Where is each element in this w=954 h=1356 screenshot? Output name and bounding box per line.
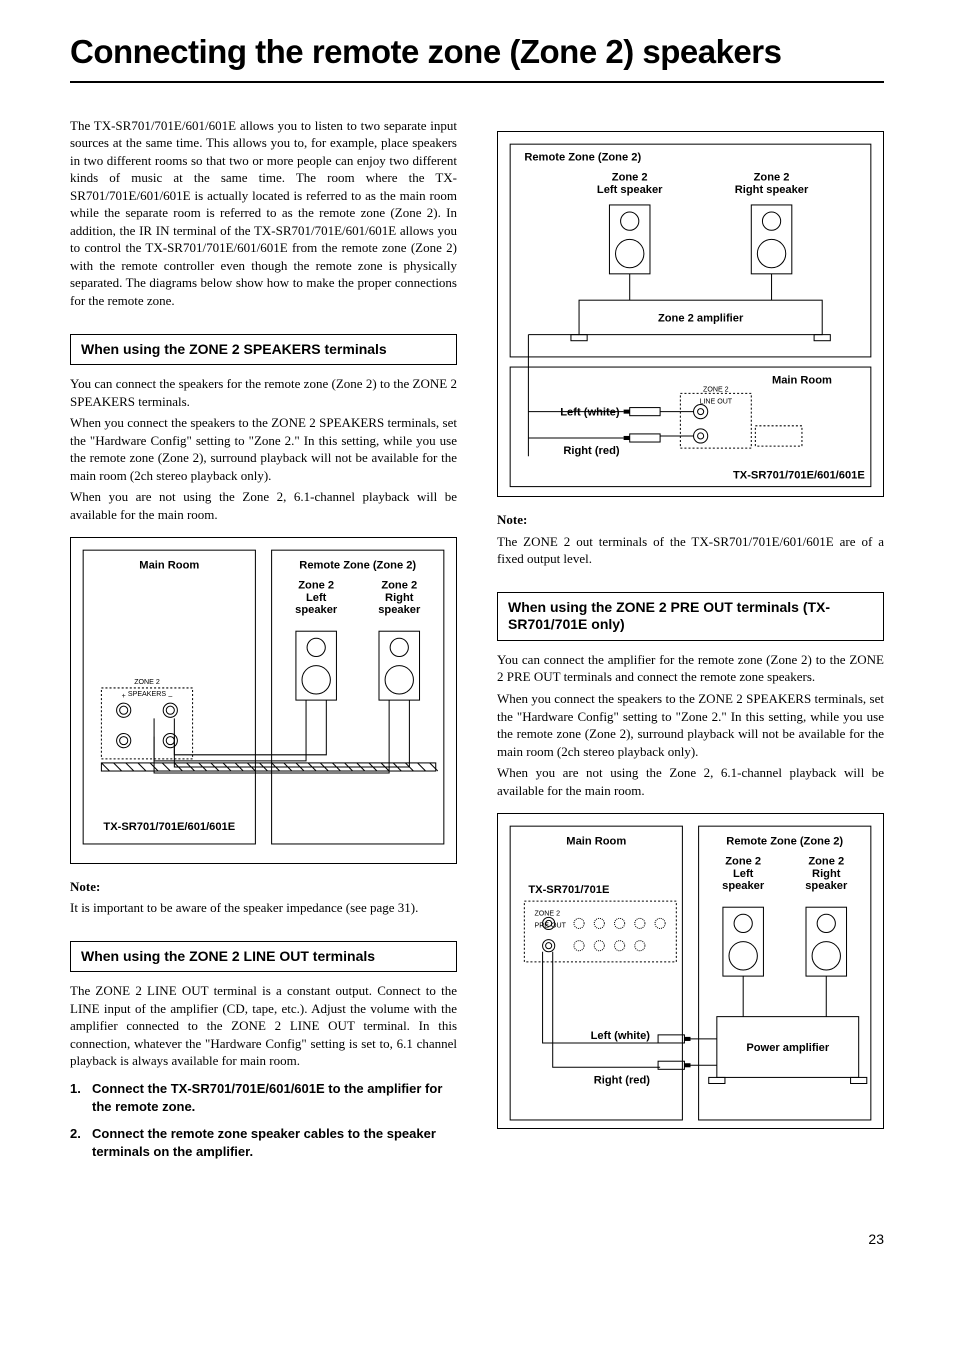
svg-text:TX-SR701/701E/601/601E: TX-SR701/701E/601/601E [103, 821, 235, 833]
section3-p1: You can connect the amplifier for the re… [497, 651, 884, 686]
note2-text: The ZONE 2 out terminals of the TX-SR701… [497, 533, 884, 568]
page-number: 23 [70, 1230, 884, 1249]
left-column: The TX-SR701/701E/601/601E allows you to… [70, 117, 457, 1171]
section2-p1: The ZONE 2 LINE OUT terminal is a consta… [70, 982, 457, 1070]
svg-text:Left (white): Left (white) [560, 406, 620, 418]
svg-text:TX-SR701/701E/601/601E: TX-SR701/701E/601/601E [733, 469, 865, 481]
step2: Connect the remote zone speaker cables t… [70, 1125, 457, 1160]
svg-text:ZONE 2LINE OUT: ZONE 2LINE OUT [700, 385, 733, 405]
section3-p3: When you are not using the Zone 2, 6.1-c… [497, 764, 884, 799]
diagram1: Main Room Remote Zone (Zone 2) Zone 2Lef… [70, 537, 457, 863]
section1-p3: When you are not using the Zone 2, 6.1-c… [70, 488, 457, 523]
svg-text:Main Room: Main Room [566, 836, 626, 848]
rca-plug-icon [624, 407, 660, 415]
svg-text:Zone 2Left speaker: Zone 2Left speaker [597, 171, 663, 195]
right-column: Remote Zone (Zone 2) Zone 2Left speaker … [497, 117, 884, 1171]
page-title: Connecting the remote zone (Zone 2) spea… [70, 30, 884, 83]
svg-text:Zone 2Rightspeaker: Zone 2Rightspeaker [805, 856, 848, 892]
diagram2: Remote Zone (Zone 2) Zone 2Left speaker … [497, 131, 884, 498]
svg-text:ZONE 2PRE OUT: ZONE 2PRE OUT [534, 910, 566, 930]
svg-text:Main Room: Main Room [139, 560, 199, 572]
note2-label: Note: [497, 511, 884, 529]
section1-p2: When you connect the speakers to the ZON… [70, 414, 457, 484]
section3-p2: When you connect the speakers to the ZON… [497, 690, 884, 760]
svg-text:Remote Zone (Zone 2): Remote Zone (Zone 2) [726, 836, 843, 848]
note1-text: It is important to be aware of the speak… [70, 899, 457, 917]
svg-text:Remote Zone (Zone 2): Remote Zone (Zone 2) [524, 151, 641, 163]
svg-text:Zone 2Rightspeaker: Zone 2Rightspeaker [378, 580, 421, 616]
svg-text:Zone 2Leftspeaker: Zone 2Leftspeaker [295, 580, 338, 616]
content-columns: The TX-SR701/701E/601/601E allows you to… [70, 117, 884, 1171]
svg-text:Zone 2 amplifier: Zone 2 amplifier [658, 312, 744, 324]
section1-heading: When using the ZONE 2 SPEAKERS terminals [70, 334, 457, 366]
svg-text:Right (red): Right (red) [563, 445, 620, 457]
svg-text:Right (red): Right (red) [594, 1075, 651, 1087]
svg-text:Main Room: Main Room [772, 374, 832, 386]
svg-text:TX-SR701/701E: TX-SR701/701E [528, 884, 609, 896]
section3-heading: When using the ZONE 2 PRE OUT terminals … [497, 592, 884, 641]
svg-text:Zone 2Leftspeaker: Zone 2Leftspeaker [722, 856, 765, 892]
step1: Connect the TX-SR701/701E/601/601E to th… [70, 1080, 457, 1115]
section2-steps: Connect the TX-SR701/701E/601/601E to th… [70, 1080, 457, 1160]
svg-text:Left (white): Left (white) [591, 1030, 651, 1042]
svg-text:–: – [168, 693, 172, 701]
speaker-left-icon [296, 632, 337, 701]
note1-label: Note: [70, 878, 457, 896]
svg-text:Zone 2Right speaker: Zone 2Right speaker [735, 171, 809, 195]
svg-text:Power amplifier: Power amplifier [746, 1042, 830, 1054]
section2-heading: When using the ZONE 2 LINE OUT terminals [70, 941, 457, 973]
intro-paragraph: The TX-SR701/701E/601/601E allows you to… [70, 117, 457, 310]
speaker-right-icon [379, 632, 420, 701]
svg-text:+: + [122, 693, 126, 701]
diagram3: Main Room Remote Zone (Zone 2) Zone 2Lef… [497, 813, 884, 1129]
svg-text:Remote Zone (Zone 2): Remote Zone (Zone 2) [299, 560, 416, 572]
section1-p1: You can connect the speakers for the rem… [70, 375, 457, 410]
